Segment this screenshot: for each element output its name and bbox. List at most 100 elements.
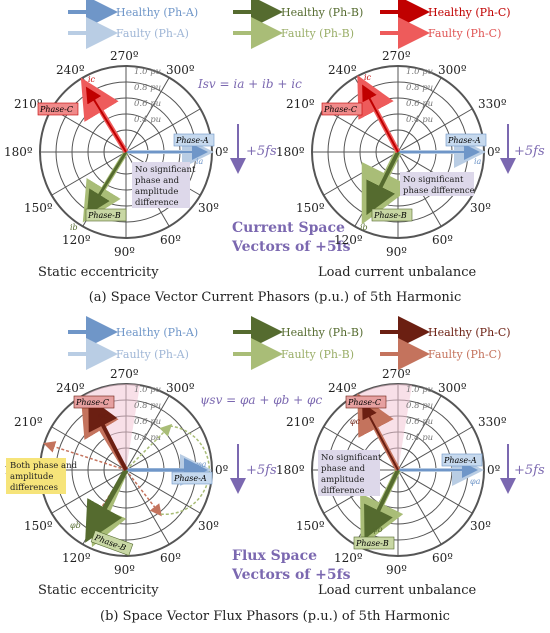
angle-label: 210º xyxy=(286,97,315,111)
angle-label: 300º xyxy=(166,63,195,77)
angle-label: 210º xyxy=(14,97,43,111)
legend-healthy-c: Healthy (Ph-C) xyxy=(428,6,511,19)
rotation-label: +5fs xyxy=(514,463,545,478)
caption-bottom-left: Static eccentricity xyxy=(38,583,159,598)
angle-label: 60º xyxy=(160,551,181,565)
angle-label: 210º xyxy=(286,415,315,429)
angle-label: 240º xyxy=(328,63,357,77)
legend-faulty-b: Faulty (Ph-B) xyxy=(281,348,354,361)
angle-label: 300º xyxy=(438,63,467,77)
phasor-healthy-b xyxy=(86,151,128,216)
phase-a-label: Phase-A xyxy=(175,136,209,145)
subcaption-bottom: (b) Space Vector Flux Phasors (p.u.) of … xyxy=(100,609,450,624)
center-title-top-1: Current Space xyxy=(232,220,345,236)
angle-label: 150º xyxy=(24,201,53,215)
legend-healthy-b: Healthy (Ph-B) xyxy=(281,326,363,339)
legend-faulty-b: Faulty (Ph-B) xyxy=(281,27,354,40)
angle-label: 30º xyxy=(470,201,491,215)
mag-label: 0.4 pu xyxy=(406,115,433,125)
caption-top-right: Load current unbalance xyxy=(318,265,477,280)
angle-label: 240º xyxy=(328,381,357,395)
legend-faulty-c: Faulty (Ph-C) xyxy=(428,348,501,361)
angle-label: 180º xyxy=(276,145,305,159)
rotation-top-right: +5fs xyxy=(500,124,545,174)
note-top-right: No significant phase difference xyxy=(403,175,475,196)
angle-label: 60º xyxy=(432,551,453,565)
symbol-a: ia xyxy=(474,157,482,166)
note-top-left: No significant phase and amplitude diffe… xyxy=(135,165,198,208)
mag-label: 0.8 pu xyxy=(406,401,433,411)
angle-label: 240º xyxy=(56,63,85,77)
angle-label: 300º xyxy=(166,381,195,395)
mag-label: 0.4 pu xyxy=(134,433,161,443)
mag-label: 1.0 pu xyxy=(406,67,433,77)
legend-healthy-a: Healthy (Ph-A) xyxy=(116,326,198,339)
angle-label: 120º xyxy=(334,233,363,247)
note-bottom-left: Both phase and amplitude differences xyxy=(10,461,80,493)
subcaption-top: (a) Space Vector Current Phasors (p.u.) … xyxy=(89,290,462,305)
angle-label: 30º xyxy=(470,519,491,533)
legend-top: Healthy (Ph-A) Healthy (Ph-B) Healthy (P… xyxy=(68,0,511,49)
angle-label: 60º xyxy=(160,233,181,247)
angle-label: 90º xyxy=(386,563,407,577)
symbol-b: ib xyxy=(360,223,368,232)
equation-bottom: ψsv = φa + φb + φc xyxy=(200,393,322,407)
angle-label: 90º xyxy=(114,245,135,259)
legend-faulty-a: Faulty (Ph-A) xyxy=(116,27,189,40)
mag-label: 0.4 pu xyxy=(406,433,433,443)
legend-faulty-a: Faulty (Ph-A) xyxy=(116,348,189,361)
mag-label: 0.8 pu xyxy=(134,83,161,93)
phasor-healthy-b xyxy=(366,151,400,216)
note-bottom-right: No significant phase and amplitude diffe… xyxy=(321,453,384,496)
phasor-healthy-c xyxy=(85,86,127,153)
phasor-healthy-b xyxy=(85,468,129,543)
rotation-label: +5fs xyxy=(514,144,545,159)
angle-label: 120º xyxy=(62,551,91,565)
angle-label: 180º xyxy=(4,145,33,159)
symbol-a: φa xyxy=(470,477,481,486)
phase-b-label: Phase-B xyxy=(87,211,121,220)
phasor-healthy-c xyxy=(362,84,399,153)
mag-label: 0.6 pu xyxy=(406,99,433,109)
angle-label: 150º xyxy=(24,519,53,533)
mag-label: 0.6 pu xyxy=(406,417,433,427)
mag-label: 0.6 pu xyxy=(134,417,161,427)
angle-label: 270º xyxy=(382,367,411,381)
angle-label: 90º xyxy=(386,245,407,259)
rotation-top-left: +5fs xyxy=(230,124,277,174)
equation-top: Isv = ia + ib + ic xyxy=(197,77,302,91)
phasor-healthy-c xyxy=(88,396,128,471)
symbol-a: φa xyxy=(196,460,207,469)
angle-label: 90º xyxy=(114,563,135,577)
angle-label: 0º xyxy=(215,145,229,159)
phase-b-label: Phase-B xyxy=(355,539,389,548)
mag-label: 0.4 pu xyxy=(134,115,161,125)
angle-label: 330º xyxy=(478,97,507,111)
rotation-label: +5fs xyxy=(246,144,277,159)
angle-label: 300º xyxy=(438,381,467,395)
symbol-c: ic xyxy=(88,75,96,84)
angle-label: 270º xyxy=(110,49,139,63)
mag-label: 0.6 pu xyxy=(134,99,161,109)
caption-top-left: Static eccentricity xyxy=(38,265,159,280)
angle-label: 180º xyxy=(276,463,305,477)
phase-b-label: Phase-B xyxy=(373,211,407,220)
rotation-bottom-left: +5fs xyxy=(230,444,277,494)
phase-a-label: Phase-A xyxy=(447,136,481,145)
legend-healthy-c: Healthy (Ph-C) xyxy=(428,326,511,339)
mag-label: 1.0 pu xyxy=(406,385,433,395)
angle-label: 0º xyxy=(215,463,229,477)
angle-label: 330º xyxy=(478,415,507,429)
legend-faulty-c: Faulty (Ph-C) xyxy=(428,27,501,40)
angle-label: 0º xyxy=(487,145,501,159)
mag-label: 1.0 pu xyxy=(134,67,161,77)
symbol-b: ib xyxy=(70,223,78,232)
polar-top-left: 1.0 pu 0.8 pu 0.6 pu 0.4 pu 0º 30º 60º 9… xyxy=(4,49,229,259)
phasor-healthy-b xyxy=(364,469,400,540)
phase-c-label: Phase-C xyxy=(75,398,109,407)
angle-label: 270º xyxy=(110,367,139,381)
angle-label: 210º xyxy=(14,415,43,429)
phase-c-label: Phase-C xyxy=(323,105,357,114)
center-title-top-2: Vectors of +5fs xyxy=(231,239,351,255)
